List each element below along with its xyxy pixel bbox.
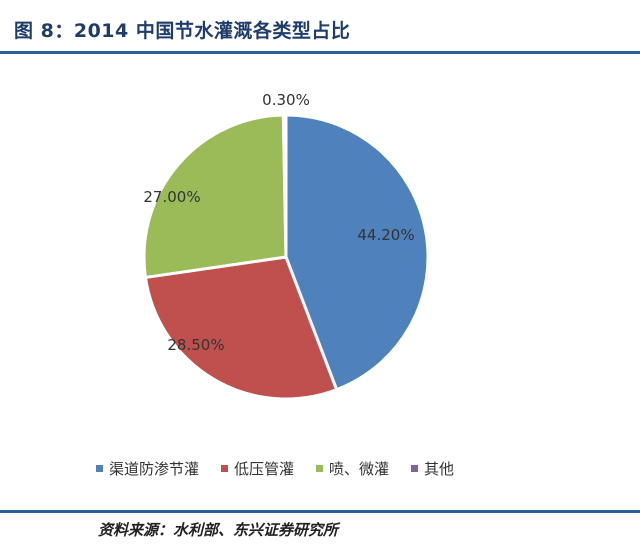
pie-chart-area: 44.20% 28.50% 27.00% 0.30%	[0, 60, 640, 510]
pie-chart: 44.20% 28.50% 27.00% 0.30%	[142, 91, 430, 401]
legend-label-canal: 渠道防渗节灌	[109, 460, 200, 478]
data-label-low-pressure: 28.50%	[167, 336, 224, 354]
data-label-other: 0.30%	[262, 91, 310, 109]
legend-swatch-canal	[96, 465, 103, 472]
legend-item-canal: 渠道防渗节灌	[96, 458, 199, 479]
pie-slice-canal	[284, 113, 430, 392]
legend-label-sprinkler-micro: 喷、微灌	[329, 460, 390, 478]
bottom-divider	[0, 510, 640, 513]
source-note: 资料来源：水利部、东兴证券研究所	[98, 521, 339, 539]
legend-item-other: 其他	[411, 458, 454, 479]
figure-label: 图 8：	[14, 19, 74, 42]
legend-swatch-other	[411, 465, 419, 472]
legend-item-sprinkler-micro: 喷、微灌	[316, 458, 389, 479]
legend-swatch-low-pressure	[221, 465, 229, 472]
pie-slice-low-pressure	[143, 255, 339, 401]
legend-label-other: 其他	[424, 460, 455, 478]
data-label-sprinkler-micro: 27.00%	[143, 188, 200, 206]
chart-title: 2014 中国节水灌溉各类型占比	[73, 19, 351, 42]
data-label-canal: 44.20%	[357, 226, 414, 244]
legend-item-low-pressure: 低压管灌	[221, 458, 294, 479]
legend-label-low-pressure: 低压管灌	[234, 460, 295, 478]
pie-slice-sprinkler-micro	[142, 113, 288, 279]
top-divider	[0, 51, 640, 54]
chart-legend: 渠道防渗节灌 低压管灌 喷、微灌 其他	[96, 458, 454, 479]
pie-slice-other	[281, 113, 288, 259]
figure-title: 图 8： 2014 中国节水灌溉各类型占比	[14, 14, 350, 44]
legend-swatch-sprinkler-micro	[316, 465, 324, 472]
